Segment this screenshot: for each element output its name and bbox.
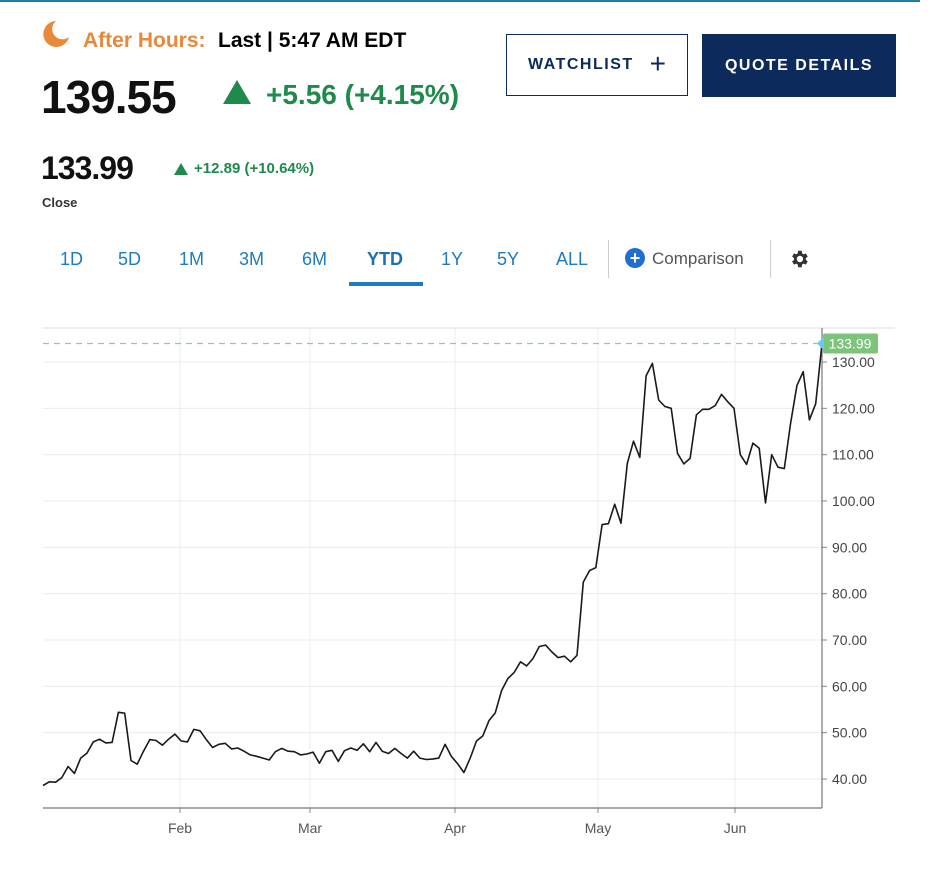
price-change: +5.56 (+4.15%) bbox=[266, 79, 460, 110]
divider bbox=[770, 240, 771, 278]
quote-details-label: QUOTE DETAILS bbox=[724, 56, 874, 74]
tab-3m[interactable]: 3M bbox=[239, 249, 265, 269]
tab-ytd[interactable]: YTD bbox=[367, 249, 403, 269]
y-tick-label: 90.00 bbox=[832, 539, 867, 555]
y-tick-label: 110.00 bbox=[832, 447, 874, 463]
up-triangle-icon bbox=[223, 80, 251, 104]
watchlist-button[interactable]: WATCHLIST + bbox=[506, 34, 688, 96]
plus-icon: + bbox=[649, 47, 666, 79]
y-tick-label: 130.00 bbox=[832, 354, 875, 370]
price-chart[interactable]: 40.00 50.00 60.00 70.00 80.00 90.00 100.00 110.… bbox=[0, 320, 940, 881]
tab-5d[interactable]: 5D bbox=[118, 249, 142, 269]
tab-5y[interactable]: 5Y bbox=[497, 249, 520, 269]
y-tick-label: 80.00 bbox=[832, 586, 867, 602]
tab-1m[interactable]: 1M bbox=[179, 249, 205, 269]
moon-icon bbox=[43, 21, 69, 47]
y-tick-label: 60.00 bbox=[832, 678, 867, 694]
close-change: +12.89 (+10.64%) bbox=[194, 160, 315, 177]
add-comparison-icon[interactable]: + bbox=[625, 248, 645, 268]
after-hours-time: Last | 5:47 AM EDT bbox=[218, 29, 407, 52]
tab-6m[interactable]: 6M bbox=[302, 249, 328, 269]
x-tick-label: May bbox=[585, 820, 611, 836]
x-tick-label: Mar bbox=[298, 820, 322, 836]
x-tick-label: Apr bbox=[444, 820, 466, 836]
active-tab-indicator bbox=[349, 282, 423, 286]
tab-1d[interactable]: 1D bbox=[60, 249, 84, 269]
watchlist-label: WATCHLIST bbox=[528, 56, 634, 73]
divider bbox=[608, 240, 609, 278]
x-tick-label: Feb bbox=[168, 820, 192, 836]
up-triangle-icon bbox=[174, 163, 188, 175]
last-value-marker bbox=[817, 336, 824, 351]
y-tick-label: 70.00 bbox=[832, 632, 867, 648]
close-price: 133.99 bbox=[41, 150, 134, 186]
tab-1y[interactable]: 1Y bbox=[441, 249, 464, 269]
after-hours-label: After Hours: bbox=[83, 29, 206, 52]
y-tick-label: 100.00 bbox=[832, 493, 875, 509]
price-series-line bbox=[42, 343, 823, 787]
y-tick-label: 40.00 bbox=[832, 771, 867, 787]
quote-details-button[interactable]: QUOTE DETAILS bbox=[702, 34, 896, 97]
top-accent-line bbox=[0, 0, 920, 2]
last-value-label: 133.99 bbox=[829, 336, 872, 352]
last-price: 139.55 bbox=[41, 71, 177, 123]
x-tick-label: Jun bbox=[724, 820, 747, 836]
gear-icon[interactable] bbox=[788, 248, 810, 270]
tab-all[interactable]: ALL bbox=[556, 249, 589, 269]
y-tick-label: 120.00 bbox=[832, 400, 875, 416]
close-label: Close bbox=[42, 195, 78, 210]
last-value-badge bbox=[823, 333, 878, 354]
comparison-button[interactable]: Comparison bbox=[652, 249, 744, 268]
y-tick-label: 50.00 bbox=[832, 725, 867, 741]
